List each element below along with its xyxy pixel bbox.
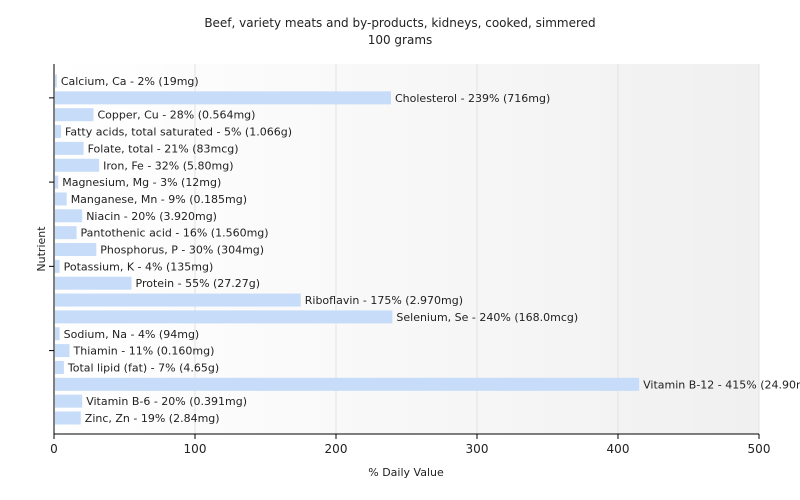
bar-10: [55, 226, 77, 240]
bar-18: [55, 360, 64, 374]
bar-label-16: Sodium, Na - 4% (94mg): [64, 328, 200, 341]
bar-label-21: Zinc, Zn - 19% (2.84mg): [85, 412, 220, 425]
bar-2: [55, 91, 391, 105]
chart-title: Beef, variety meats and by-products, kid…: [204, 16, 595, 30]
bar-7: [55, 175, 59, 189]
bar-label-19: Vitamin B-12 - 415% (24.90mcg): [643, 378, 800, 391]
x-tick-label-400: 400: [607, 442, 630, 456]
bar-6: [55, 158, 100, 172]
bar-9: [55, 209, 83, 223]
bar-4: [55, 125, 62, 139]
plot-area: [54, 64, 759, 434]
bar-label-14: Riboflavin - 175% (2.970mg): [305, 294, 463, 307]
bar-16: [55, 327, 60, 341]
x-tick-label-300: 300: [466, 442, 489, 456]
axes-group: 0 100 200 300 400 500: [49, 64, 770, 456]
chart-subtitle: 100 grams: [368, 33, 433, 47]
bar-label-2: Cholesterol - 239% (716mg): [395, 92, 550, 105]
x-tick-label-0: 0: [50, 442, 58, 456]
bar-17: [55, 344, 70, 358]
x-tick-label-200: 200: [325, 442, 348, 456]
bar-15: [55, 310, 393, 324]
bar-label-4: Fatty acids, total saturated - 5% (1.066…: [65, 126, 292, 139]
x-axis-label: % Daily Value: [368, 466, 444, 479]
bar-label-18: Total lipid (fat) - 7% (4.65g): [67, 361, 219, 374]
bar-label-15: Selenium, Se - 240% (168.0mcg): [396, 311, 578, 324]
bar-label-11: Phosphorus, P - 30% (304mg): [100, 244, 264, 257]
bar-1: [55, 74, 57, 88]
x-tick-label-500: 500: [748, 442, 771, 456]
bar-13: [55, 276, 132, 290]
bar-19: [55, 377, 640, 391]
bar-11: [55, 243, 97, 256]
bar-label-1: Calcium, Ca - 2% (19mg): [61, 75, 199, 88]
bar-21: [55, 411, 81, 425]
y-axis-label: Nutrient: [35, 226, 48, 272]
bar-label-3: Copper, Cu - 28% (0.564mg): [97, 109, 255, 122]
gridlines: [194, 64, 760, 434]
bar-label-17: Thiamin - 11% (0.160mg): [73, 345, 215, 358]
bar-20: [55, 394, 83, 408]
bar-label-8: Manganese, Mn - 9% (0.185mg): [71, 193, 247, 206]
bar-label-9: Niacin - 20% (3.920mg): [86, 210, 217, 223]
bar-14: [55, 293, 301, 307]
bar-label-5: Folate, total - 21% (83mcg): [88, 142, 239, 155]
bar-label-13: Protein - 55% (27.27g): [136, 277, 261, 290]
bar-label-7: Magnesium, Mg - 3% (12mg): [62, 176, 221, 189]
bar-label-6: Iron, Fe - 32% (5.80mg): [103, 159, 233, 172]
bar-8: [55, 192, 67, 206]
bars-group: Calcium, Ca - 2% (19mg) Cholesterol - 239…: [55, 74, 800, 425]
bar-label-12: Potassium, K - 4% (135mg): [64, 260, 214, 273]
bar-5: [55, 141, 84, 155]
bar-3: [55, 108, 94, 122]
bar-label-20: Vitamin B-6 - 20% (0.391mg): [86, 395, 247, 408]
bar-12: [55, 259, 60, 273]
bar-label-10: Pantothenic acid - 16% (1.560mg): [81, 227, 269, 240]
x-tick-label-100: 100: [184, 442, 207, 456]
